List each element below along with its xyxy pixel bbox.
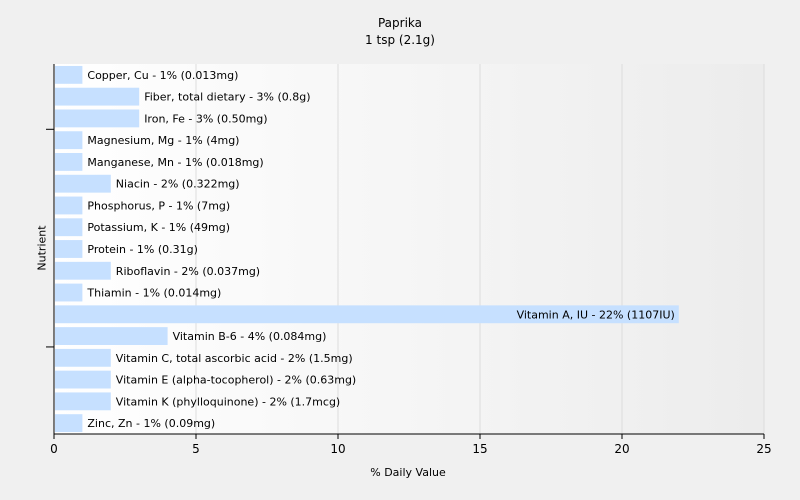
bar xyxy=(55,261,111,280)
x-tick-label: 25 xyxy=(756,442,771,456)
bar xyxy=(55,305,679,324)
bar-label: Niacin - 2% (0.322mg) xyxy=(116,178,240,191)
x-tick-label: 20 xyxy=(614,442,629,456)
bar xyxy=(55,131,83,150)
bar xyxy=(55,327,168,345)
bar xyxy=(55,109,140,128)
bar xyxy=(55,392,111,411)
bar-label: Vitamin C, total ascorbic acid - 2% (1.5… xyxy=(116,352,353,365)
bar-label: Manganese, Mn - 1% (0.018mg) xyxy=(87,156,263,169)
bar xyxy=(55,348,111,367)
bar xyxy=(55,414,83,433)
bar-label: Fiber, total dietary - 3% (0.8g) xyxy=(144,91,310,104)
bar-label: Vitamin B-6 - 4% (0.084mg) xyxy=(173,330,327,343)
bar xyxy=(55,283,83,302)
bar xyxy=(55,218,83,237)
plot-area xyxy=(54,64,764,434)
bar xyxy=(55,153,83,171)
bar-label: Protein - 1% (0.31g) xyxy=(87,243,198,256)
x-tick-label: 5 xyxy=(192,442,200,456)
y-axis-title: Nutrient xyxy=(35,225,49,271)
bar-label: Potassium, K - 1% (49mg) xyxy=(87,221,230,234)
bar xyxy=(55,240,83,258)
bar-label: Vitamin E (alpha-tocopherol) - 2% (0.63m… xyxy=(116,374,356,387)
chart-title: Paprika xyxy=(377,16,423,30)
bar xyxy=(55,87,140,106)
bar xyxy=(55,174,111,193)
bar-label: Zinc, Zn - 1% (0.09mg) xyxy=(87,417,215,430)
chart-subtitle: 1 tsp (2.1g) xyxy=(365,33,435,47)
bar-label: Copper, Cu - 1% (0.013mg) xyxy=(87,69,238,82)
x-tick-label: 0 xyxy=(50,442,58,456)
x-axis-title: % Daily Value xyxy=(370,466,446,479)
bar-label: Thiamin - 1% (0.014mg) xyxy=(86,287,221,300)
bar-label: Vitamin A, IU - 22% (1107IU) xyxy=(517,308,675,321)
bar xyxy=(55,370,111,389)
bar xyxy=(55,65,83,84)
x-tick-label: 10 xyxy=(330,442,345,456)
bar-label: Riboflavin - 2% (0.037mg) xyxy=(116,265,260,278)
bar-label: Iron, Fe - 3% (0.50mg) xyxy=(144,112,267,125)
bar xyxy=(55,196,83,215)
x-tick-label: 15 xyxy=(472,442,487,456)
bar-label: Magnesium, Mg - 1% (4mg) xyxy=(87,134,239,147)
bar-label: Phosphorus, P - 1% (7mg) xyxy=(87,199,230,212)
bar-label: Vitamin K (phylloquinone) - 2% (1.7mcg) xyxy=(116,395,340,408)
